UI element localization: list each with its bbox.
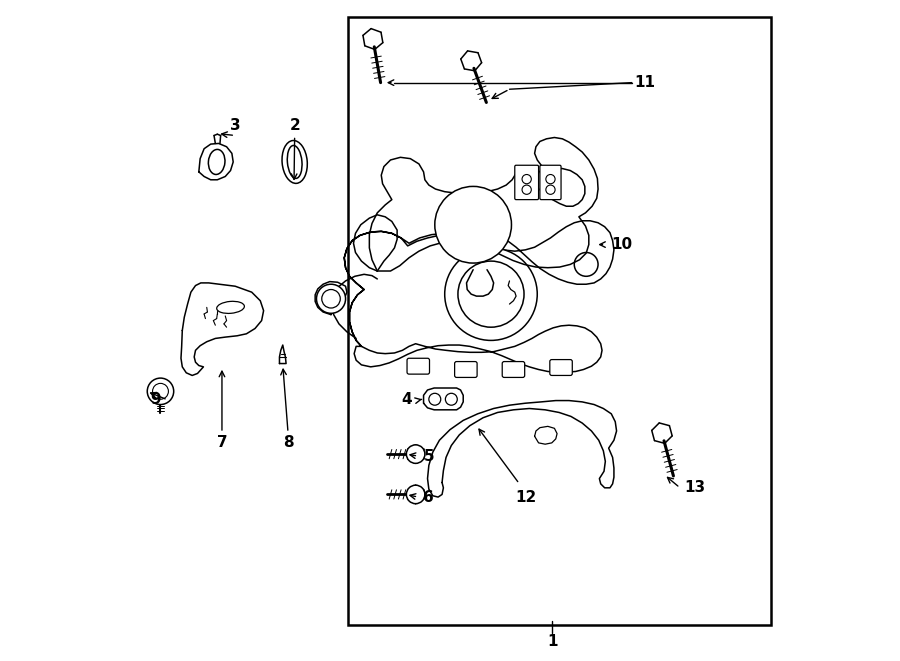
Circle shape (522, 185, 531, 194)
Circle shape (545, 185, 555, 194)
FancyBboxPatch shape (407, 358, 429, 374)
FancyBboxPatch shape (502, 362, 525, 377)
FancyBboxPatch shape (454, 362, 477, 377)
Circle shape (545, 175, 555, 184)
Circle shape (317, 284, 346, 313)
FancyBboxPatch shape (540, 165, 561, 200)
FancyBboxPatch shape (550, 360, 572, 375)
FancyBboxPatch shape (515, 165, 538, 200)
Circle shape (574, 253, 599, 276)
Circle shape (446, 393, 457, 405)
Text: 10: 10 (611, 237, 633, 252)
Circle shape (445, 248, 537, 340)
Text: 12: 12 (516, 490, 536, 504)
Ellipse shape (209, 149, 225, 175)
Text: 8: 8 (283, 436, 293, 450)
Text: 6: 6 (424, 490, 434, 504)
Circle shape (153, 383, 168, 399)
Circle shape (322, 290, 340, 308)
Text: 3: 3 (230, 118, 240, 133)
Ellipse shape (287, 145, 302, 178)
Text: 2: 2 (289, 118, 300, 133)
Text: 5: 5 (424, 449, 434, 463)
Circle shape (522, 175, 531, 184)
Circle shape (435, 186, 511, 263)
Ellipse shape (217, 301, 245, 313)
Circle shape (407, 445, 425, 463)
Circle shape (428, 393, 441, 405)
Text: 1: 1 (547, 634, 558, 648)
Text: 7: 7 (217, 436, 228, 450)
Text: 11: 11 (634, 75, 655, 90)
Text: 9: 9 (150, 393, 161, 407)
Bar (347, 17, 770, 625)
Text: 13: 13 (684, 481, 705, 495)
Ellipse shape (282, 141, 307, 183)
Circle shape (458, 261, 524, 327)
Circle shape (407, 485, 425, 504)
Circle shape (148, 378, 174, 405)
Text: 4: 4 (401, 393, 412, 407)
